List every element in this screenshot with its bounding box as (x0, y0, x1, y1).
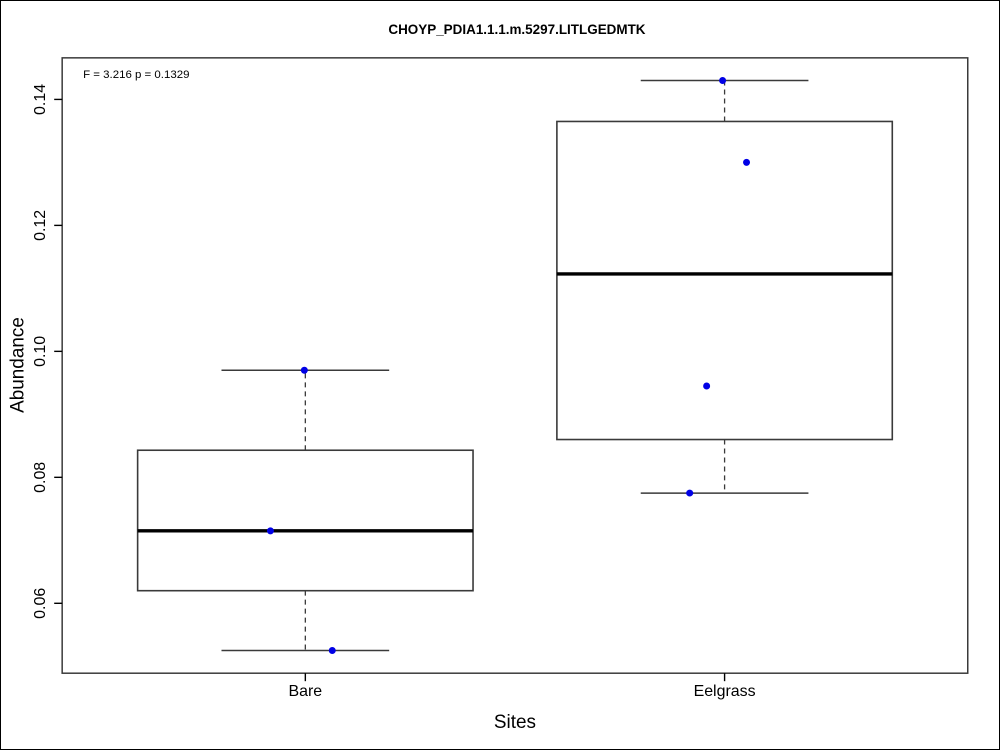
plot-content: 0.06 0.08 0.10 0.12 0.14 Bare Eelgrass (32, 77, 894, 700)
plot-border (61, 57, 969, 674)
y-tick-label: 0.06 (32, 588, 49, 619)
data-point (686, 489, 694, 497)
chart-title: CHOYP_PDIA1.1.1.m.5297.LITLGEDMTK (388, 22, 645, 37)
box-bare (136, 449, 474, 592)
x-tick-label: Eelgrass (694, 683, 756, 700)
x-axis-label: Sites (494, 712, 536, 733)
y-tick-label: 0.08 (32, 462, 49, 493)
data-point (328, 647, 336, 655)
y-tick-label: 0.12 (32, 210, 49, 241)
data-point (266, 527, 274, 535)
data-point (719, 77, 727, 85)
data-point (300, 366, 308, 374)
stats-annotation: F = 3.216 p = 0.1329 (83, 69, 189, 81)
data-point (743, 158, 751, 166)
x-tick-label: Bare (288, 683, 322, 700)
y-tick-label: 0.10 (32, 336, 49, 367)
box-eelgrass (556, 120, 894, 441)
y-axis-label: Abundance (7, 317, 28, 413)
y-tick-label: 0.14 (32, 84, 49, 115)
data-point (703, 382, 711, 390)
